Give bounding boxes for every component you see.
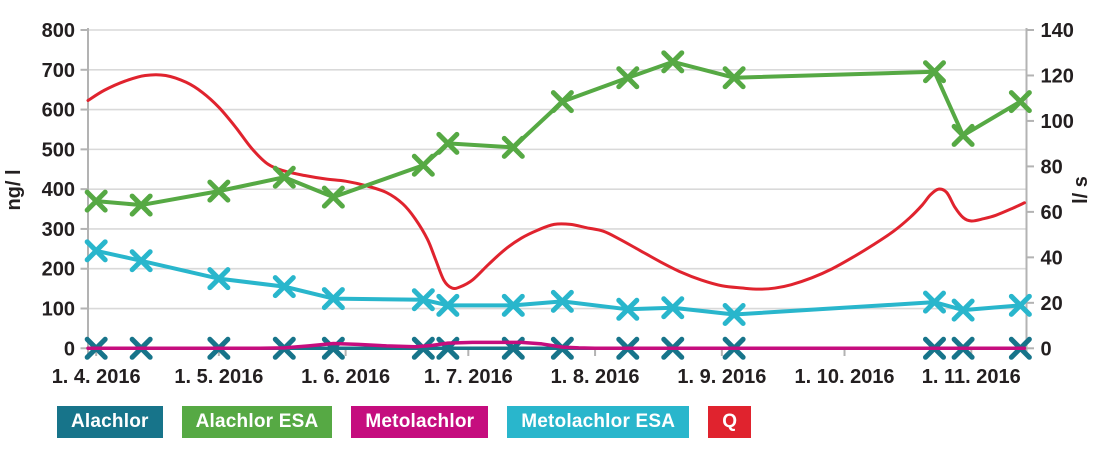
data-point-marker — [272, 275, 296, 299]
data-point-marker — [922, 290, 946, 314]
legend-item-q: Q — [708, 406, 752, 438]
y-axis-left-tick-label: 200 — [42, 259, 75, 281]
data-point-marker — [411, 288, 435, 312]
y-axis-right-tick-label: 40 — [1041, 247, 1063, 269]
data-point-marker — [207, 267, 231, 291]
data-point-marker — [951, 298, 975, 322]
y-axis-left-tick-label: 700 — [42, 60, 75, 82]
legend-item-label: Alachlor ESA — [195, 411, 319, 432]
legend-item-metolachlor-esa: Metolachlor ESA — [507, 406, 690, 438]
data-point-marker — [661, 50, 685, 74]
chart-canvas: 0 100 200 300 400 500 600 700 800 0 20 40 60 80 100 120… — [3, 20, 1092, 388]
legend-item-label: Q — [722, 411, 738, 432]
y-axis-left-tick-label: 500 — [42, 139, 75, 161]
x-axis-tick-label: 1. 5. 2016 — [174, 366, 263, 388]
data-point-marker — [321, 185, 345, 209]
chart-legend: Alachlor Alachlor ESA Metolachlor Metola… — [57, 406, 752, 438]
data-point-marker — [436, 131, 460, 155]
y-axis-right-title: l/ s — [1070, 176, 1092, 204]
legend-item-label: Metolachlor ESA — [521, 411, 676, 432]
y-axis-left-tick-label: 400 — [42, 179, 75, 201]
data-point-marker — [207, 179, 231, 203]
data-point-marker — [411, 336, 435, 360]
x-axis-tick-label: 1. 9. 2016 — [677, 366, 766, 388]
data-point-marker — [722, 302, 746, 326]
x-axis-tick-label: 1. 7. 2016 — [424, 366, 513, 388]
data-point-marker — [616, 66, 640, 90]
series-metolachlor-esa — [84, 239, 1032, 326]
data-point-marker — [550, 90, 574, 114]
data-point-marker — [84, 239, 108, 263]
x-axis-tick-label: 1. 11. 2016 — [922, 366, 1021, 388]
series-metolachlor — [86, 340, 1027, 351]
data-point-marker — [321, 287, 345, 311]
data-point-marker — [84, 189, 108, 213]
data-point-marker — [922, 60, 946, 84]
data-point-marker — [501, 293, 525, 317]
data-point-marker — [722, 66, 746, 90]
data-point-marker — [951, 123, 975, 147]
gridlines — [88, 29, 1027, 350]
chart-area: 0 100 200 300 400 500 600 700 800 0 20 40 60 80 100 120… — [3, 20, 1092, 388]
x-axis-tick-label: 1. 8. 2016 — [551, 366, 640, 388]
x-axis-tick-label: 1. 4. 2016 — [52, 366, 141, 388]
y-axis-left-tick-label: 600 — [42, 100, 75, 122]
data-point-marker — [550, 289, 574, 313]
y-axis-right-tick-label: 140 — [1041, 20, 1074, 42]
y-axis-left-title: ng/ l — [3, 169, 25, 210]
data-point-marker — [1008, 293, 1032, 317]
data-point-marker — [272, 165, 296, 189]
y-axis-right-tick-label: 100 — [1041, 111, 1074, 133]
x-axis-tick-label: 1. 10. 2016 — [794, 366, 894, 388]
legend-item-metolachlor: Metolachlor — [351, 406, 489, 438]
series-q — [86, 73, 1026, 291]
data-point-marker — [616, 297, 640, 321]
legend-item-alachlor: Alachlor — [57, 406, 163, 438]
legend-item-label: Metolachlor — [365, 411, 475, 432]
y-axis-left-tick-label: 0 — [64, 338, 75, 360]
legend-item-label: Alachlor — [71, 411, 149, 432]
y-axis-right-tick-label: 20 — [1041, 293, 1063, 315]
y-axis-right-tick-label: 80 — [1041, 156, 1063, 178]
data-point-marker — [501, 135, 525, 159]
y-axis-right-tick-label: 120 — [1041, 65, 1074, 87]
y-axis-right-tick-label: 0 — [1041, 338, 1052, 360]
data-point-marker — [129, 249, 153, 273]
data-point-marker — [411, 153, 435, 177]
x-axis-tick-label: 1. 6. 2016 — [301, 366, 390, 388]
y-axis-left-tick-label: 800 — [42, 20, 75, 42]
data-point-marker — [661, 296, 685, 320]
data-point-marker — [129, 193, 153, 217]
y-axis-left-tick-label: 300 — [42, 219, 75, 241]
data-point-marker — [1008, 90, 1032, 114]
y-axis-right-tick-label: 60 — [1041, 202, 1063, 224]
legend-item-alachlor-esa: Alachlor ESA — [181, 406, 333, 438]
data-point-marker — [436, 293, 460, 317]
y-axis-left-tick-label: 100 — [42, 299, 75, 321]
series-alachlor-esa — [84, 50, 1032, 217]
